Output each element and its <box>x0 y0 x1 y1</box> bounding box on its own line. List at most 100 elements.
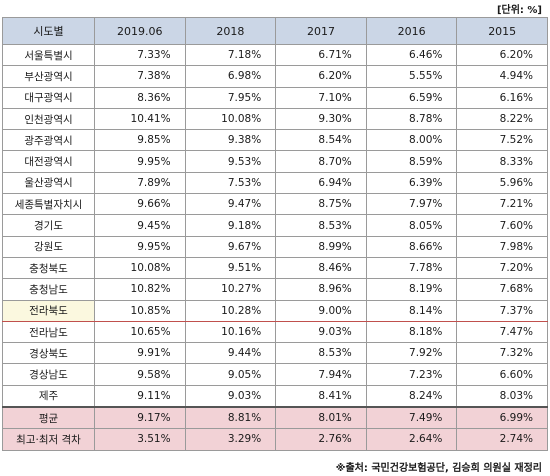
region-cell: 부산광역시 <box>2 65 95 88</box>
value-cell: 8.78% <box>365 107 458 131</box>
value-cell: 9.11% <box>94 384 186 408</box>
table-row: 전라남도 10.65% 10.16% 9.03% 8.18% 7.47% <box>2 320 548 344</box>
value-cell: 8.19% <box>365 278 458 301</box>
value-cell: 7.33% <box>94 43 186 67</box>
value-cell: 3.51% <box>94 428 186 451</box>
value-cell: 9.91% <box>94 342 186 365</box>
table-row: 세종특별자치시 9.66% 9.47% 8.75% 7.97% 7.21% <box>2 193 548 216</box>
value-cell: 6.20% <box>275 65 367 88</box>
table-row: 충청북도 10.08% 9.51% 8.46% 7.78% 7.20% <box>2 256 548 280</box>
region-cell: 세종특별자치시 <box>2 193 95 216</box>
table-row: 제주 9.11% 9.03% 8.41% 8.24% 8.03% <box>2 384 548 408</box>
value-cell: 8.01% <box>275 406 367 430</box>
value-cell: 7.68% <box>456 278 548 301</box>
value-cell: 8.05% <box>365 214 458 237</box>
value-cell: 9.85% <box>94 129 186 152</box>
value-cell: 7.89% <box>94 171 186 195</box>
value-cell: 7.47% <box>456 320 548 344</box>
unit-label: [단위: %] <box>496 5 542 16</box>
value-cell: 7.20% <box>456 256 548 280</box>
value-cell: 6.20% <box>456 43 548 67</box>
value-cell: 9.03% <box>275 320 367 344</box>
value-cell: 8.96% <box>275 278 367 301</box>
value-cell: 7.60% <box>456 214 548 237</box>
value-cell: 9.30% <box>275 107 367 131</box>
value-cell: 8.53% <box>275 214 367 237</box>
header-year: 2017 <box>275 17 367 45</box>
value-cell: 6.98% <box>184 65 277 88</box>
value-cell: 8.46% <box>275 256 367 280</box>
table-row: 광주광역시 9.85% 9.38% 8.54% 8.00% 7.52% <box>2 129 548 152</box>
value-cell: 10.28% <box>184 299 277 322</box>
region-cell: 최고·최저 격차 <box>2 428 95 451</box>
value-cell: 9.95% <box>94 235 186 258</box>
table-row: 부산광역시 7.38% 6.98% 6.20% 5.55% 4.94% <box>2 65 548 88</box>
value-cell: 9.53% <box>184 150 277 173</box>
value-cell: 10.41% <box>94 107 186 131</box>
value-cell: 10.82% <box>94 278 186 301</box>
header-year: 2018 <box>184 17 277 45</box>
value-cell: 10.16% <box>184 320 277 344</box>
table-row: 경상북도 9.91% 9.44% 8.53% 7.92% 7.32% <box>2 342 548 365</box>
table-row: 대구광역시 8.36% 7.95% 7.10% 6.59% 6.16% <box>2 86 548 109</box>
value-cell: 8.41% <box>275 384 367 408</box>
value-cell: 9.05% <box>184 363 277 386</box>
value-cell: 2.76% <box>275 428 367 451</box>
value-cell: 8.22% <box>456 107 548 131</box>
value-cell: 7.38% <box>94 65 186 88</box>
table-row: 서울특별시 7.33% 7.18% 6.71% 6.46% 6.20% <box>2 43 548 67</box>
header-year: 2016 <box>365 17 458 45</box>
value-cell: 7.23% <box>365 363 458 386</box>
table-row: 대전광역시 9.95% 9.53% 8.70% 8.59% 8.33% <box>2 150 548 173</box>
value-cell: 9.03% <box>184 384 277 408</box>
value-cell: 7.97% <box>365 193 458 216</box>
value-cell: 9.47% <box>184 193 277 216</box>
value-cell: 8.99% <box>275 235 367 258</box>
value-cell: 7.53% <box>184 171 277 195</box>
header-region: 시도별 <box>2 17 95 45</box>
value-cell: 7.98% <box>456 235 548 258</box>
value-cell: 8.14% <box>365 299 458 322</box>
table-row: 강원도 9.95% 9.67% 8.99% 8.66% 7.98% <box>2 235 548 258</box>
value-cell: 8.00% <box>365 129 458 152</box>
table-row: 경기도 9.45% 9.18% 8.53% 8.05% 7.60% <box>2 214 548 237</box>
header-year: 2019.06 <box>94 17 186 45</box>
value-cell: 6.94% <box>275 171 367 195</box>
value-cell: 7.95% <box>184 86 277 109</box>
value-cell: 5.96% <box>456 171 548 195</box>
value-cell: 6.60% <box>456 363 548 386</box>
value-cell: 7.49% <box>365 406 458 430</box>
value-cell: 9.95% <box>94 150 186 173</box>
value-cell: 7.10% <box>275 86 367 109</box>
value-cell: 7.78% <box>365 256 458 280</box>
value-cell: 9.51% <box>184 256 277 280</box>
region-cell: 인천광역시 <box>2 107 95 131</box>
region-cell: 대구광역시 <box>2 86 95 109</box>
value-cell: 8.24% <box>365 384 458 408</box>
value-cell: 8.70% <box>275 150 367 173</box>
region-cell: 충청남도 <box>2 278 95 301</box>
value-cell: 9.66% <box>94 193 186 216</box>
value-cell: 8.18% <box>365 320 458 344</box>
value-cell: 6.99% <box>456 406 548 430</box>
value-cell: 8.81% <box>184 406 277 430</box>
region-cell: 충청북도 <box>2 256 95 280</box>
region-cell: 광주광역시 <box>2 129 95 152</box>
value-cell: 8.36% <box>94 86 186 109</box>
value-cell: 6.71% <box>275 43 367 67</box>
summary-row: 최고·최저 격차 3.51% 3.29% 2.76% 2.64% 2.74% <box>2 428 548 451</box>
region-cell: 대전광역시 <box>2 150 95 173</box>
region-cell: 제주 <box>2 384 95 408</box>
value-cell: 8.75% <box>275 193 367 216</box>
value-cell: 9.18% <box>184 214 277 237</box>
value-cell: 7.21% <box>456 193 548 216</box>
region-cell: 평균 <box>2 406 95 430</box>
table-row: 경상남도 9.58% 9.05% 7.94% 7.23% 6.60% <box>2 363 548 386</box>
value-cell: 7.32% <box>456 342 548 365</box>
value-cell: 6.16% <box>456 86 548 109</box>
value-cell: 9.00% <box>275 299 367 322</box>
value-cell: 8.33% <box>456 150 548 173</box>
value-cell: 4.94% <box>456 65 548 88</box>
table-body: 서울특별시 7.33% 7.18% 6.71% 6.46% 6.20% 부산광역시 7.38%… <box>2 43 548 451</box>
value-cell: 7.94% <box>275 363 367 386</box>
